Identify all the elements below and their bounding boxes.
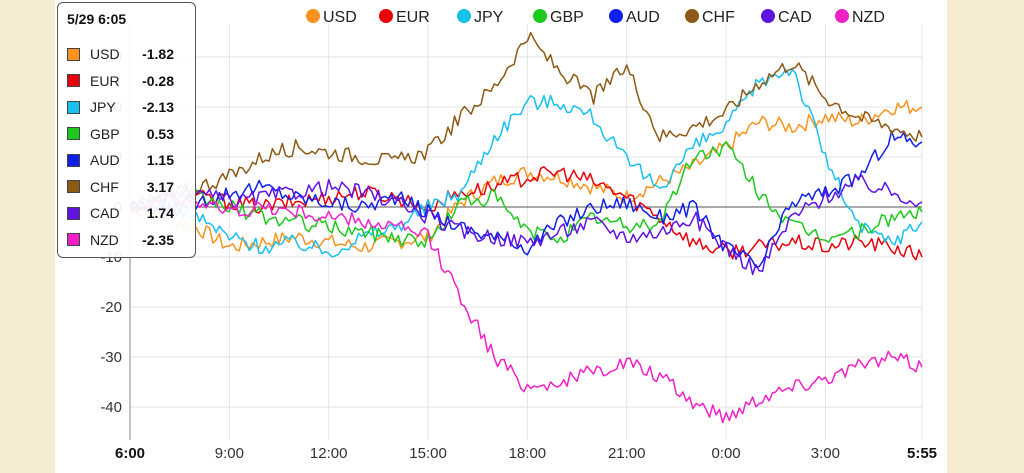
legend-label: GBP: [550, 9, 584, 26]
legend-swatch: [306, 9, 320, 23]
y-tick-label: -40: [100, 399, 122, 416]
x-axis-ticks: 6:00 9:00 12:00 15:00 18:00 21:00 0:00 3:00 5:55: [115, 445, 937, 462]
tooltip-value: -1.82: [142, 46, 174, 63]
tooltip-swatch: [67, 100, 80, 114]
x-tick-label: 5:55: [907, 445, 937, 462]
series-line-gbp: [129, 141, 923, 248]
chart-grid: [129, 24, 923, 440]
legend-swatch: [685, 9, 699, 23]
tooltip-value: -2.13: [142, 99, 174, 116]
tooltip-currency: AUD: [90, 152, 120, 169]
y-tick-label: -30: [100, 349, 122, 366]
tooltip-value: -2.35: [142, 231, 174, 248]
x-tick-label: 0:00: [711, 445, 740, 462]
legend-label: CAD: [778, 9, 812, 26]
legend-label: JPY: [474, 9, 504, 26]
tooltip-row-gbp: GBP 0.53: [67, 121, 187, 148]
legend-item-usd: USD: [306, 9, 357, 26]
legend-swatch: [379, 9, 393, 23]
legend-item-chf: CHF: [685, 9, 735, 26]
tooltip-currency: EUR: [90, 72, 120, 89]
series-line-eur: [129, 166, 923, 261]
legend-swatch: [533, 9, 547, 23]
x-tick-label: 15:00: [409, 445, 447, 462]
legend-label: AUD: [626, 9, 660, 26]
series-line-nzd: [129, 189, 923, 424]
tooltip-time: 5/29 6:05: [67, 11, 127, 27]
legend-swatch: [761, 9, 775, 23]
tooltip-row-eur: EUR -0.28: [67, 68, 187, 95]
tooltip-value: 3.17: [146, 178, 174, 195]
legend-swatch: [835, 9, 849, 23]
tooltip-value: 1.74: [146, 205, 174, 222]
legend-label: EUR: [396, 9, 430, 26]
legend-swatch: [609, 9, 623, 23]
series-line-jpy: [129, 68, 923, 258]
series-line-usd: [129, 99, 923, 253]
tooltip-value: 0.53: [146, 125, 174, 142]
tooltip-currency: USD: [90, 46, 120, 63]
tooltip-swatch: [67, 233, 80, 247]
tooltip-swatch: [67, 153, 80, 167]
chart-legend: USD EUR JPY GBP AUD CHF CAD NZD: [306, 9, 885, 26]
legend-label: NZD: [852, 9, 885, 26]
tooltip-currency: GBP: [90, 125, 120, 142]
tooltip-row-aud: AUD 1.15: [67, 147, 187, 174]
tooltip-row-jpy: JPY -2.13: [67, 94, 187, 121]
tooltip-swatch: [67, 47, 80, 61]
x-tick-label: 12:00: [310, 445, 348, 462]
chart-series: [129, 31, 923, 424]
legend-item-gbp: GBP: [533, 9, 584, 26]
tooltip-currency: JPY: [90, 99, 116, 116]
tooltip-swatch: [67, 180, 80, 194]
series-line-cad: [129, 174, 923, 276]
y-tick-label: -20: [100, 299, 122, 316]
legend-label: USD: [323, 9, 357, 26]
x-tick-label: 3:00: [811, 445, 840, 462]
tooltip-row-nzd: NZD -2.35: [67, 227, 187, 254]
tooltip-row-chf: CHF 3.17: [67, 174, 187, 201]
legend-item-nzd: NZD: [835, 9, 885, 26]
x-tick-label: 6:00: [115, 445, 145, 462]
legend-item-aud: AUD: [609, 9, 660, 26]
legend-item-jpy: JPY: [457, 9, 504, 26]
tooltip-value: -0.28: [142, 72, 174, 89]
tooltip-row-usd: USD -1.82: [67, 41, 187, 68]
tooltip-rows: USD -1.82 EUR -0.28 JPY -2.13 GBP 0.53 AUD 1.15 CH…: [67, 41, 187, 253]
tooltip-value: 1.15: [146, 152, 174, 169]
x-tick-label: 18:00: [509, 445, 547, 462]
legend-swatch: [457, 9, 471, 23]
x-tick-label: 21:00: [608, 445, 646, 462]
tooltip-swatch: [67, 206, 80, 220]
tooltip-currency: CHF: [90, 178, 119, 195]
tooltip-currency: NZD: [90, 231, 119, 248]
series-line-aud: [129, 130, 923, 268]
tooltip-row-cad: CAD 1.74: [67, 200, 187, 227]
tooltip-swatch: [67, 74, 80, 88]
tooltip-currency: CAD: [90, 205, 120, 222]
legend-item-cad: CAD: [761, 9, 812, 26]
series-line-chf: [129, 31, 923, 213]
legend-label: CHF: [702, 9, 735, 26]
hover-tooltip: 5/29 6:05 USD -1.82 EUR -0.28 JPY -2.13 GBP 0.5…: [57, 2, 196, 258]
tooltip-swatch: [67, 127, 80, 141]
legend-item-eur: EUR: [379, 9, 430, 26]
x-tick-label: 9:00: [215, 445, 244, 462]
